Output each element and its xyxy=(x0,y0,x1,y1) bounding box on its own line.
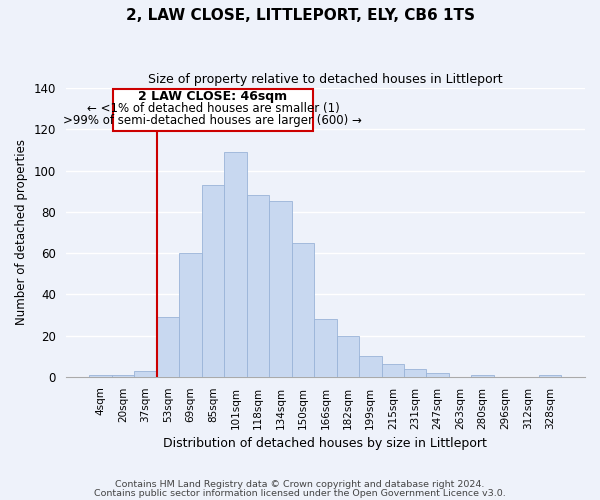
Bar xyxy=(292,243,314,377)
Text: 2, LAW CLOSE, LITTLEPORT, ELY, CB6 1TS: 2, LAW CLOSE, LITTLEPORT, ELY, CB6 1TS xyxy=(125,8,475,22)
Bar xyxy=(179,253,202,377)
Bar xyxy=(247,196,269,377)
Bar xyxy=(202,185,224,377)
Bar xyxy=(314,319,337,377)
Text: ← <1% of detached houses are smaller (1): ← <1% of detached houses are smaller (1) xyxy=(86,102,339,115)
Bar xyxy=(112,375,134,377)
FancyBboxPatch shape xyxy=(113,89,313,132)
Bar xyxy=(134,370,157,377)
Bar xyxy=(472,375,494,377)
Text: 2 LAW CLOSE: 46sqm: 2 LAW CLOSE: 46sqm xyxy=(139,90,287,103)
Bar xyxy=(224,152,247,377)
Bar xyxy=(404,368,427,377)
Title: Size of property relative to detached houses in Littleport: Size of property relative to detached ho… xyxy=(148,72,503,86)
Bar xyxy=(157,317,179,377)
Y-axis label: Number of detached properties: Number of detached properties xyxy=(15,140,28,326)
Bar xyxy=(269,202,292,377)
Bar xyxy=(382,364,404,377)
Bar xyxy=(359,356,382,377)
Text: Contains public sector information licensed under the Open Government Licence v3: Contains public sector information licen… xyxy=(94,489,506,498)
Bar xyxy=(427,372,449,377)
Bar xyxy=(337,336,359,377)
X-axis label: Distribution of detached houses by size in Littleport: Distribution of detached houses by size … xyxy=(163,437,487,450)
Text: >99% of semi-detached houses are larger (600) →: >99% of semi-detached houses are larger … xyxy=(64,114,362,126)
Bar xyxy=(539,375,562,377)
Bar xyxy=(89,375,112,377)
Text: Contains HM Land Registry data © Crown copyright and database right 2024.: Contains HM Land Registry data © Crown c… xyxy=(115,480,485,489)
